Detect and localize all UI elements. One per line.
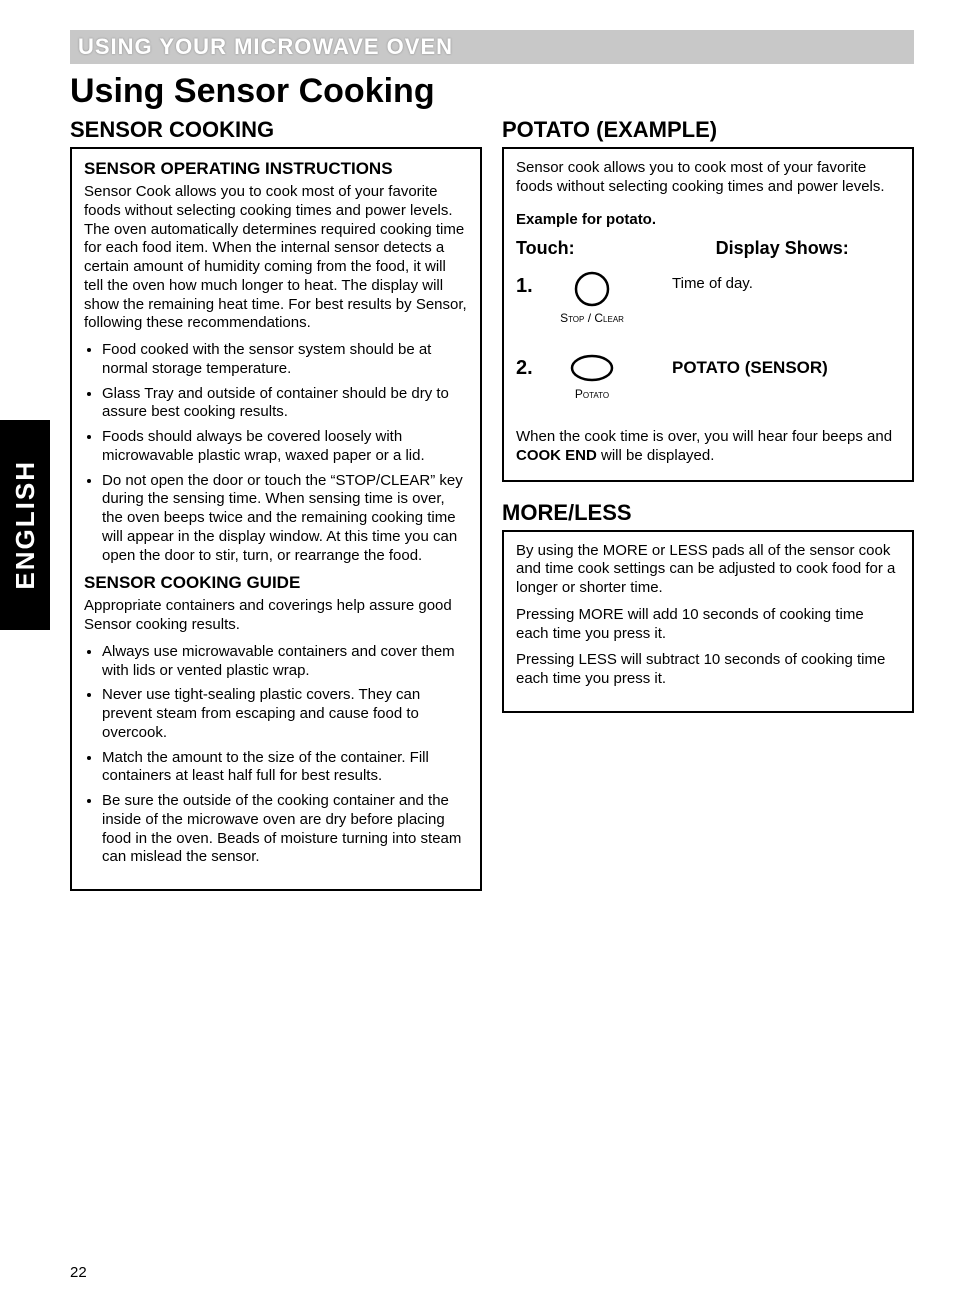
sensor-guide-intro: Appropriate containers and coverings hel… [84,597,468,635]
moreless-p3: Pressing LESS will subtract 10 seconds o… [516,651,900,689]
potato-intro: Sensor cook allows you to cook most of y… [516,159,900,197]
list-item: Match the amount to the size of the cont… [102,749,468,787]
step-button-label: Potato [542,387,642,401]
moreless-p1: By using the MORE or LESS pads all of th… [516,542,900,598]
page-number: 22 [70,1264,87,1281]
chapter-banner-text: USING YOUR MICROWAVE OVEN [78,34,453,59]
moreless-box: By using the MORE or LESS pads all of th… [502,530,914,713]
step-button: Stop / Clear [542,269,642,325]
step-button: Potato [542,351,642,401]
list-item: Do not open the door or touch the “STOP/… [102,472,468,566]
step-number: 1. [516,269,542,298]
step-number: 2. [516,351,542,380]
touch-header: Touch: [516,238,716,259]
sensor-guide-heading: SENSOR COOKING GUIDE [84,573,468,593]
two-column-layout: SENSOR COOKING SENSOR OPERATING INSTRUCT… [70,117,914,909]
moreless-heading: MORE/LESS [502,500,914,526]
sensor-operating-intro: Sensor Cook allows you to cook most of y… [84,183,468,333]
list-item: Never use tight-sealing plastic covers. … [102,686,468,742]
step-1: 1. Stop / Clear Time of day. [516,269,900,325]
right-column: POTATO (EXAMPLE) Sensor cook allows you … [502,117,914,909]
sensor-cooking-box: SENSOR OPERATING INSTRUCTIONS Sensor Coo… [70,147,482,891]
step-display: Time of day. [642,269,900,292]
stop-clear-icon [542,269,642,309]
note-bold: COOK END [516,447,597,464]
list-item: Foods should always be covered loosely w… [102,428,468,466]
potato-heading: POTATO (EXAMPLE) [502,117,914,143]
moreless-p2: Pressing MORE will add 10 seconds of coo… [516,606,900,644]
list-item: Always use microwavable containers and c… [102,643,468,681]
sensor-cooking-heading: SENSOR COOKING [70,117,482,143]
sensor-guide-list: Always use microwavable containers and c… [84,643,468,867]
page-title: Using Sensor Cooking [70,72,914,111]
potato-end-note: When the cook time is over, you will hea… [516,427,900,466]
list-item: Food cooked with the sensor system shoul… [102,341,468,379]
list-item: Glass Tray and outside of container shou… [102,385,468,423]
language-tab: ENGLISH [0,420,50,630]
step-display: POTATO (SENSOR) [642,351,900,378]
potato-box: Sensor cook allows you to cook most of y… [502,147,914,482]
language-tab-text: ENGLISH [10,460,41,590]
chapter-banner: USING YOUR MICROWAVE OVEN [70,30,914,64]
example-label: Example for potato. [516,211,900,228]
step-header-row: Touch: Display Shows: [516,238,900,259]
note-suffix: will be displayed. [597,447,715,464]
step-2: 2. Potato POTATO (SENSOR) [516,351,900,401]
list-item: Be sure the outside of the cooking conta… [102,792,468,867]
sensor-operating-list: Food cooked with the sensor system shoul… [84,341,468,565]
note-prefix: When the cook time is over, you will hea… [516,428,892,445]
display-header: Display Shows: [716,238,900,259]
sensor-operating-heading: SENSOR OPERATING INSTRUCTIONS [84,159,468,179]
step-button-label: Stop / Clear [542,311,642,325]
potato-icon [542,351,642,385]
left-column: SENSOR COOKING SENSOR OPERATING INSTRUCT… [70,117,482,909]
